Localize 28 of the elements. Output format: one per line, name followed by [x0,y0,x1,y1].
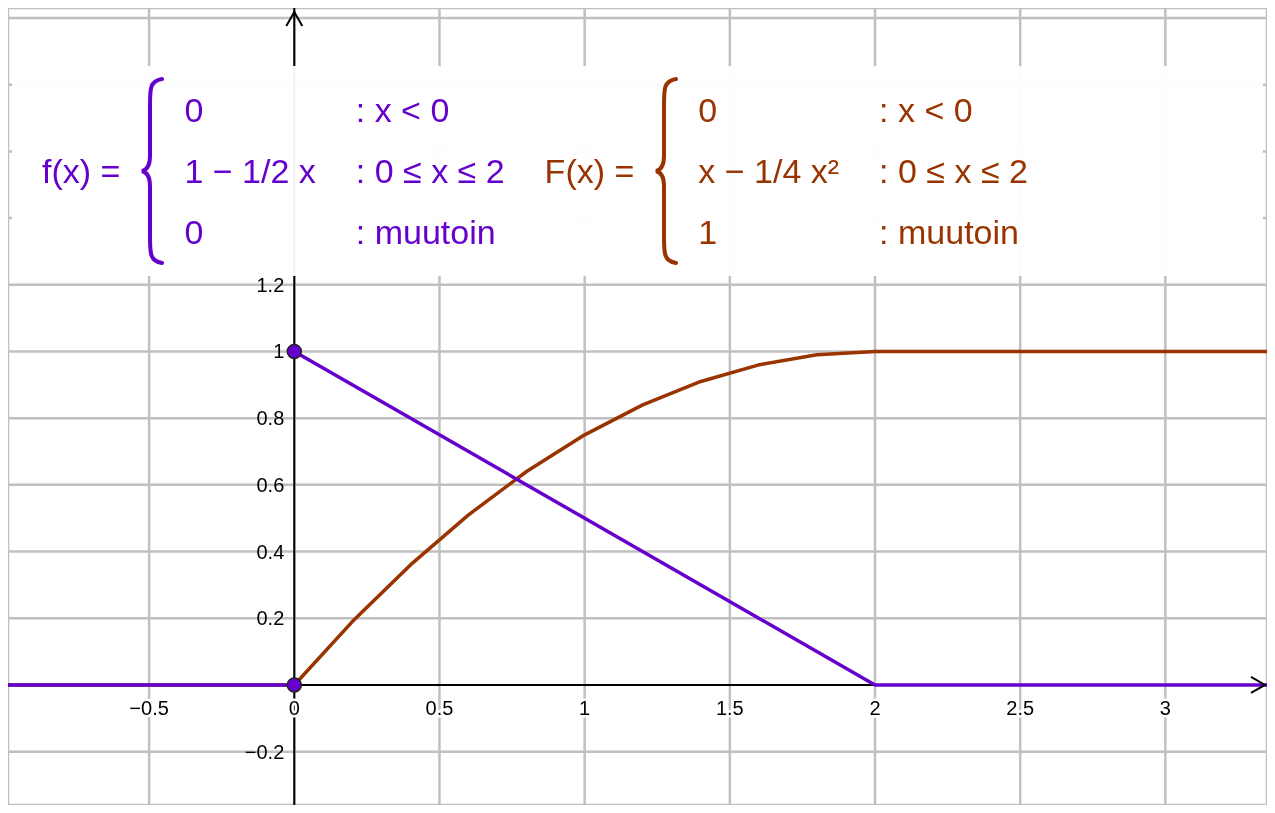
x-tick-label: 1.5 [715,696,744,719]
annotation: : 0 ≤ x ≤ 2 [355,151,505,191]
x-tick-label: 1 [579,696,591,719]
x-tick-label: −0.5 [129,696,169,719]
annotation: : muutoin [879,212,1020,252]
y-tick-label: 1.2 [256,273,285,296]
annotation: : x < 0 [879,90,974,130]
y-tick-label: −0.2 [244,740,285,763]
annotation: 0 [698,90,719,130]
x-tick-label: 0.5 [425,696,454,719]
y-tick-label: 0.4 [256,540,285,563]
x-tick-label: 2.5 [1006,696,1035,719]
x-tick-label: 2 [869,696,881,719]
y-tick-label: 0.8 [256,407,285,430]
annotation: f(x) = [42,151,121,191]
y-tick-label: 1 [273,340,285,363]
annotation: : muutoin [355,212,497,252]
annotation: : x < 0 [355,90,451,130]
annotation: 0 [184,90,205,130]
annotation: 0 [184,212,205,252]
x-tick-label: 3 [1159,696,1171,719]
annotation: F(x) = [544,151,635,191]
annotation: x − 1/4 x² [698,151,840,191]
annotation: : 0 ≤ x ≤ 2 [879,151,1028,191]
annotation: 1 − 1/2 x [184,151,316,191]
annotation: 1 [698,212,719,252]
y-tick-label: 0.2 [256,607,285,630]
y-tick-label: 0.6 [256,473,285,496]
